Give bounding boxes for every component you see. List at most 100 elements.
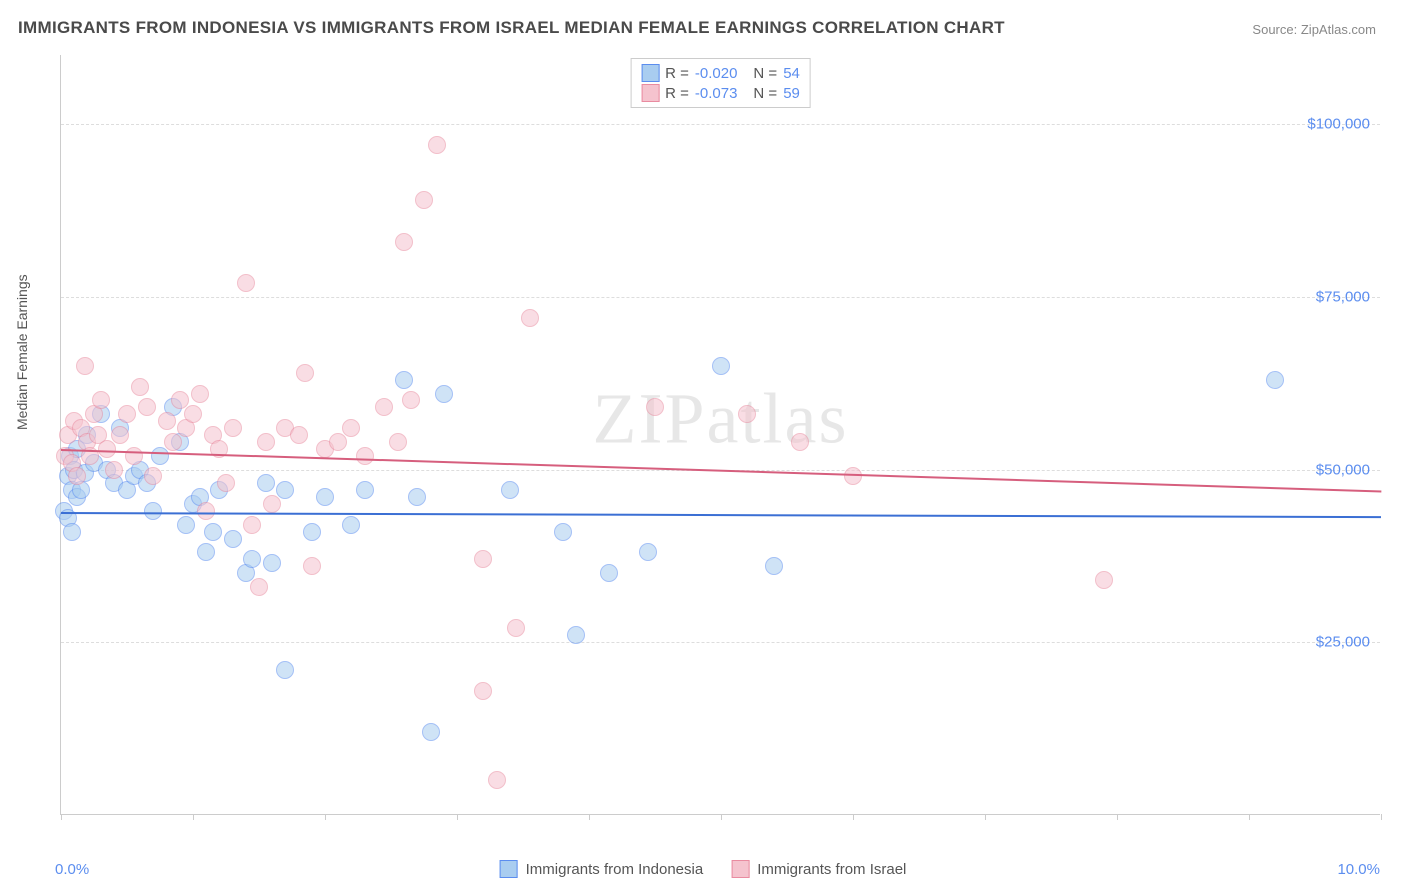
scatter-point-israel [342, 419, 360, 437]
gridline-horizontal [61, 642, 1380, 643]
plot-area: ZIPatlas R = -0.020 N = 54 R = -0.073 N … [60, 55, 1380, 815]
legend-swatch-israel [641, 84, 659, 102]
scatter-point-israel [224, 419, 242, 437]
stat-n-value: 59 [783, 85, 800, 102]
y-tick-label: $75,000 [1316, 288, 1370, 305]
scatter-point-israel [125, 447, 143, 465]
stat-r-value: -0.020 [695, 65, 738, 82]
scatter-point-indonesia [303, 523, 321, 541]
scatter-point-indonesia [554, 523, 572, 541]
scatter-point-indonesia [395, 371, 413, 389]
x-tick [325, 814, 326, 820]
scatter-point-israel [1095, 571, 1113, 589]
scatter-point-indonesia [177, 516, 195, 534]
scatter-point-israel [474, 682, 492, 700]
scatter-point-indonesia [204, 523, 222, 541]
scatter-point-israel [68, 467, 86, 485]
scatter-point-israel [197, 502, 215, 520]
scatter-point-indonesia [435, 385, 453, 403]
scatter-point-israel [144, 467, 162, 485]
scatter-point-israel [217, 474, 235, 492]
scatter-point-israel [303, 557, 321, 575]
scatter-point-indonesia [257, 474, 275, 492]
scatter-point-indonesia [765, 557, 783, 575]
scatter-point-indonesia [144, 502, 162, 520]
x-tick [853, 814, 854, 820]
scatter-point-israel [296, 364, 314, 382]
x-tick [985, 814, 986, 820]
x-tick [589, 814, 590, 820]
scatter-point-israel [131, 378, 149, 396]
scatter-point-israel [791, 433, 809, 451]
scatter-point-indonesia [63, 523, 81, 541]
scatter-point-israel [844, 467, 862, 485]
scatter-point-israel [375, 398, 393, 416]
source-label: Source: [1252, 22, 1297, 37]
scatter-point-indonesia [501, 481, 519, 499]
scatter-point-indonesia [422, 723, 440, 741]
x-tick [1249, 814, 1250, 820]
scatter-point-indonesia [276, 661, 294, 679]
legend-stats: R = -0.020 N = 54 R = -0.073 N = 59 [630, 58, 811, 108]
scatter-point-israel [474, 550, 492, 568]
scatter-point-israel [138, 398, 156, 416]
scatter-point-israel [243, 516, 261, 534]
scatter-point-israel [184, 405, 202, 423]
scatter-point-israel [488, 771, 506, 789]
x-tick [1117, 814, 1118, 820]
scatter-point-indonesia [567, 626, 585, 644]
scatter-point-israel [507, 619, 525, 637]
legend-stats-row: R = -0.020 N = 54 [641, 63, 800, 83]
scatter-point-israel [76, 357, 94, 375]
x-tick [1381, 814, 1382, 820]
chart-title: IMMIGRANTS FROM INDONESIA VS IMMIGRANTS … [18, 18, 1005, 38]
stat-n-label: N = [753, 65, 777, 82]
source-name: ZipAtlas.com [1301, 22, 1376, 37]
legend-item-israel: Immigrants from Israel [731, 860, 906, 878]
legend-swatch-indonesia [641, 64, 659, 82]
x-tick [61, 814, 62, 820]
scatter-point-israel [191, 385, 209, 403]
scatter-point-indonesia [151, 447, 169, 465]
scatter-point-indonesia [224, 530, 242, 548]
legend-swatch-indonesia [500, 860, 518, 878]
scatter-point-indonesia [243, 550, 261, 568]
stat-n-label: N = [753, 85, 777, 102]
y-tick-label: $25,000 [1316, 634, 1370, 651]
scatter-point-indonesia [600, 564, 618, 582]
x-tick [193, 814, 194, 820]
y-axis-label: Median Female Earnings [14, 274, 30, 430]
legend-series: Immigrants from Indonesia Immigrants fro… [500, 860, 907, 878]
scatter-point-israel [105, 461, 123, 479]
gridline-horizontal [61, 297, 1380, 298]
watermark-text: ZIPatlas [593, 378, 849, 461]
scatter-point-indonesia [263, 554, 281, 572]
scatter-point-indonesia [356, 481, 374, 499]
legend-label: Immigrants from Israel [757, 861, 906, 878]
scatter-point-israel [356, 447, 374, 465]
stat-r-label: R = [665, 65, 689, 82]
scatter-point-israel [158, 412, 176, 430]
legend-stats-row: R = -0.073 N = 59 [641, 83, 800, 103]
scatter-point-indonesia [639, 543, 657, 561]
x-tick-label-min: 0.0% [55, 861, 89, 878]
scatter-point-israel [521, 309, 539, 327]
y-tick-label: $100,000 [1307, 116, 1370, 133]
stat-n-value: 54 [783, 65, 800, 82]
scatter-point-israel [263, 495, 281, 513]
scatter-point-israel [290, 426, 308, 444]
scatter-point-indonesia [316, 488, 334, 506]
scatter-point-israel [329, 433, 347, 451]
legend-item-indonesia: Immigrants from Indonesia [500, 860, 704, 878]
scatter-point-israel [118, 405, 136, 423]
scatter-point-indonesia [1266, 371, 1284, 389]
x-tick [457, 814, 458, 820]
scatter-point-israel [646, 398, 664, 416]
trend-line-indonesia [61, 512, 1381, 518]
scatter-point-indonesia [408, 488, 426, 506]
scatter-point-indonesia [342, 516, 360, 534]
y-tick-label: $50,000 [1316, 461, 1370, 478]
scatter-point-indonesia [276, 481, 294, 499]
scatter-point-israel [257, 433, 275, 451]
legend-label: Immigrants from Indonesia [526, 861, 704, 878]
